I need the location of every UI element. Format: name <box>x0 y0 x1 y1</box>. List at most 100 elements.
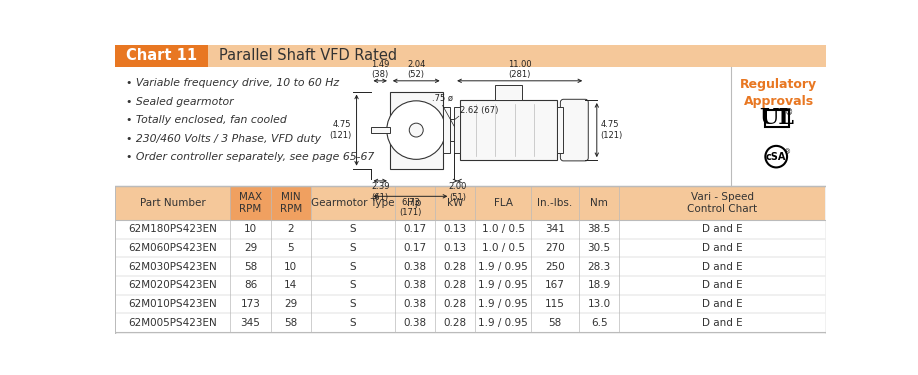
Text: 14: 14 <box>284 280 297 290</box>
Text: .75 ø: .75 ø <box>432 94 453 103</box>
Text: 270: 270 <box>545 243 565 253</box>
Text: 58: 58 <box>548 318 562 328</box>
Text: 5: 5 <box>287 243 294 253</box>
Text: 0.13: 0.13 <box>443 243 466 253</box>
Text: MIN
RPM: MIN RPM <box>280 192 302 214</box>
Text: 62M030PS423EN: 62M030PS423EN <box>129 262 218 272</box>
Bar <box>766 110 789 127</box>
Text: S: S <box>350 243 356 253</box>
Text: 62M060PS423EN: 62M060PS423EN <box>129 243 218 253</box>
Text: D and E: D and E <box>702 299 743 309</box>
Text: • Sealed gearmotor: • Sealed gearmotor <box>126 97 233 107</box>
Bar <box>390 92 442 169</box>
Text: 0.17: 0.17 <box>403 224 426 234</box>
Text: Vari - Speed
Control Chart: Vari - Speed Control Chart <box>688 192 757 214</box>
Text: 2.00
(51): 2.00 (51) <box>448 183 466 202</box>
Text: 0.38: 0.38 <box>403 280 426 290</box>
Text: MAX
RPM: MAX RPM <box>239 192 262 214</box>
Text: 1.9 / 0.95: 1.9 / 0.95 <box>478 318 528 328</box>
Text: 0.28: 0.28 <box>443 299 466 309</box>
Text: 38.5: 38.5 <box>588 224 610 234</box>
Text: 2.39
(61): 2.39 (61) <box>371 183 389 202</box>
Bar <box>496 85 522 100</box>
Bar <box>271 186 311 220</box>
Text: 10: 10 <box>284 262 297 272</box>
Text: cSA: cSA <box>766 152 787 162</box>
Text: Hp: Hp <box>408 198 422 208</box>
Text: 62M010PS423EN: 62M010PS423EN <box>129 299 218 309</box>
Text: S: S <box>350 299 356 309</box>
Bar <box>207 45 826 66</box>
Text: • Order controller separately, see page 65-67: • Order controller separately, see page … <box>126 152 374 162</box>
Text: 58: 58 <box>244 262 257 272</box>
Text: 10: 10 <box>244 224 257 234</box>
Bar <box>454 107 461 153</box>
Text: 345: 345 <box>241 318 261 328</box>
Text: Chart 11: Chart 11 <box>126 48 196 63</box>
Bar <box>371 127 390 133</box>
Text: 28.3: 28.3 <box>588 262 610 272</box>
Text: 1.49
(38): 1.49 (38) <box>371 60 389 79</box>
Text: D and E: D and E <box>702 243 743 253</box>
Text: D and E: D and E <box>702 262 743 272</box>
Text: 11.00
(281): 11.00 (281) <box>508 60 532 79</box>
Text: 86: 86 <box>244 280 257 290</box>
Text: 18.9: 18.9 <box>588 280 610 290</box>
Text: 6.5: 6.5 <box>591 318 608 328</box>
Bar <box>230 186 271 220</box>
Text: D and E: D and E <box>702 224 743 234</box>
Text: 4.75
(121): 4.75 (121) <box>600 120 623 140</box>
Text: 62M020PS423EN: 62M020PS423EN <box>129 280 218 290</box>
Text: • 230/460 Volts / 3 Phase, VFD duty: • 230/460 Volts / 3 Phase, VFD duty <box>126 134 320 144</box>
Text: 2.62 (67): 2.62 (67) <box>460 106 498 116</box>
Text: 0.17: 0.17 <box>403 243 426 253</box>
Text: S: S <box>350 280 356 290</box>
Text: ®: ® <box>785 108 793 117</box>
Text: kW: kW <box>447 198 464 208</box>
Text: 1.9 / 0.95: 1.9 / 0.95 <box>478 262 528 272</box>
Text: 30.5: 30.5 <box>588 243 610 253</box>
Bar <box>557 107 564 153</box>
Bar <box>451 119 456 141</box>
Text: 0.28: 0.28 <box>443 280 466 290</box>
Text: 0.28: 0.28 <box>443 318 466 328</box>
Bar <box>442 107 451 153</box>
Bar <box>116 186 825 220</box>
Bar <box>116 220 825 332</box>
Text: 0.38: 0.38 <box>403 318 426 328</box>
Bar <box>115 45 207 66</box>
Text: Gearmotor Type: Gearmotor Type <box>311 198 395 208</box>
Text: 341: 341 <box>545 224 565 234</box>
Text: 62M005PS423EN: 62M005PS423EN <box>129 318 218 328</box>
Text: 115: 115 <box>545 299 565 309</box>
Text: S: S <box>350 318 356 328</box>
Circle shape <box>386 101 445 159</box>
Bar <box>461 100 557 160</box>
Text: 0.38: 0.38 <box>403 262 426 272</box>
Text: • Totally enclosed, fan cooled: • Totally enclosed, fan cooled <box>126 116 286 126</box>
Text: 250: 250 <box>545 262 565 272</box>
Text: 29: 29 <box>284 299 297 309</box>
Text: 2.04
(52): 2.04 (52) <box>407 60 425 79</box>
Text: Nm: Nm <box>590 198 608 208</box>
Text: • Variable frequency drive, 10 to 60 Hz: • Variable frequency drive, 10 to 60 Hz <box>126 78 339 88</box>
Bar <box>115 66 826 186</box>
Circle shape <box>409 123 423 137</box>
Text: FLA: FLA <box>494 198 512 208</box>
Text: 4.75
(121): 4.75 (121) <box>329 120 351 140</box>
Text: D and E: D and E <box>702 280 743 290</box>
Text: 6.73
(171): 6.73 (171) <box>399 198 421 217</box>
Text: Regulatory
Approvals: Regulatory Approvals <box>740 78 817 108</box>
Text: 58: 58 <box>284 318 297 328</box>
Text: 1.9 / 0.95: 1.9 / 0.95 <box>478 299 528 309</box>
Text: 1.9 / 0.95: 1.9 / 0.95 <box>478 280 528 290</box>
Text: 173: 173 <box>241 299 261 309</box>
Text: 1.0 / 0.5: 1.0 / 0.5 <box>482 224 524 234</box>
Text: In.-lbs.: In.-lbs. <box>537 198 573 208</box>
Text: 2: 2 <box>287 224 294 234</box>
Text: UL: UL <box>759 107 794 129</box>
Text: D and E: D and E <box>702 318 743 328</box>
Text: ®: ® <box>784 150 791 156</box>
Text: 29: 29 <box>244 243 257 253</box>
Text: Part Number: Part Number <box>140 198 206 208</box>
